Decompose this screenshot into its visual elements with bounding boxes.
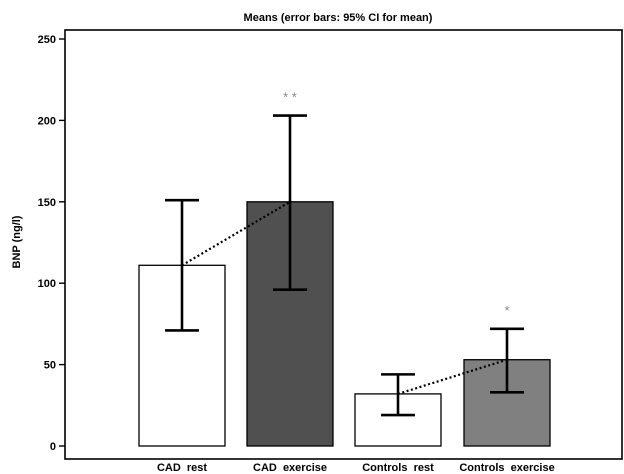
significance-marker: *	[504, 303, 509, 318]
dotted-link	[181, 200, 291, 267]
y-axis-label: BNP (ng/l)	[11, 215, 23, 268]
y-tick-label: 50	[44, 360, 56, 372]
bar	[354, 393, 442, 447]
y-tick-label: 0	[50, 441, 56, 453]
x-category-label: Controls exercise	[459, 462, 554, 474]
plot-frame	[64, 29, 623, 460]
y-tick-label: 100	[38, 278, 56, 290]
chart-title: Means (error bars: 95% CI for mean)	[244, 12, 433, 24]
annotations: * * *	[283, 90, 509, 318]
x-category-label: Controls rest	[362, 462, 434, 474]
y-tick-label: 150	[38, 197, 56, 209]
x-category-label: CAD rest	[157, 462, 207, 474]
y-tick-label: 200	[38, 115, 56, 127]
y-ticks: 0 50 100 150 200 250	[38, 34, 65, 453]
significance-marker: * *	[283, 90, 297, 105]
x-axis-labels: CAD rest CAD exercise Controls rest Control…	[157, 462, 555, 474]
bars	[138, 201, 551, 447]
dotted-links	[181, 200, 508, 395]
dotted-link	[397, 358, 508, 395]
x-category-label: CAD exercise	[253, 462, 327, 474]
y-tick-label: 250	[38, 34, 56, 46]
error-bars	[165, 114, 524, 417]
